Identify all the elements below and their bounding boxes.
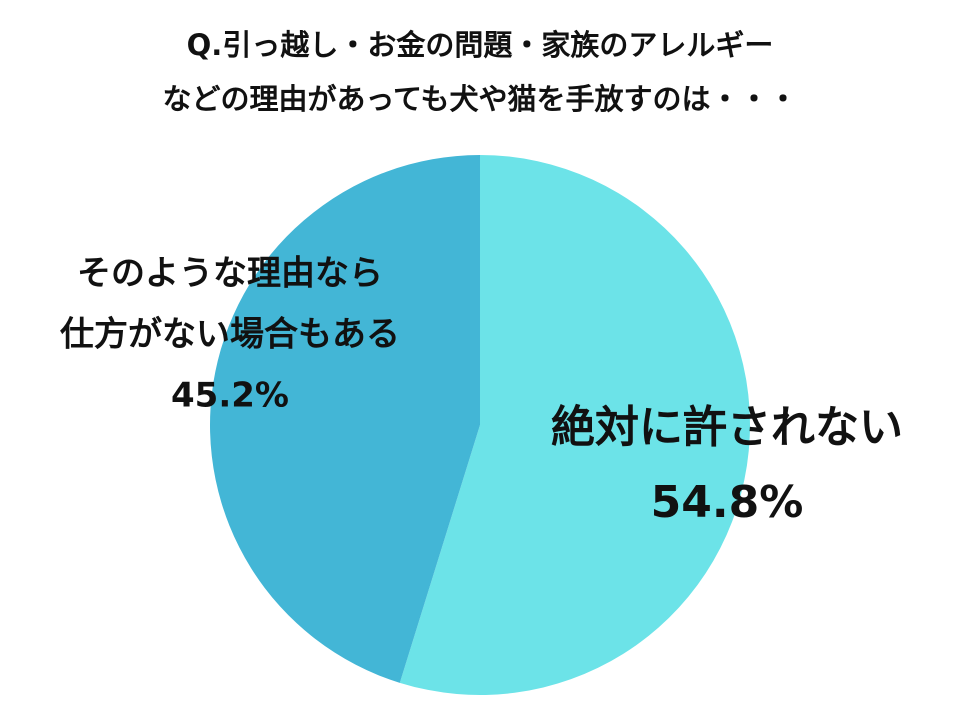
value-label: 45.2% xyxy=(171,376,289,416)
pie-slice xyxy=(399,155,750,695)
chart-title: Q.引っ越し・お金の問題・家族のアレルギー xyxy=(187,28,774,62)
chart-title: などの理由があっても犬や猫を手放すのは・・・ xyxy=(162,82,797,116)
slice-label: 仕方がない場合もある xyxy=(60,315,400,355)
slice-label: そのような理由なら xyxy=(77,254,383,294)
value-label: 54.8% xyxy=(651,477,804,528)
slice-label: 絶対に許されない xyxy=(551,402,903,453)
pie-slice xyxy=(210,154,481,683)
